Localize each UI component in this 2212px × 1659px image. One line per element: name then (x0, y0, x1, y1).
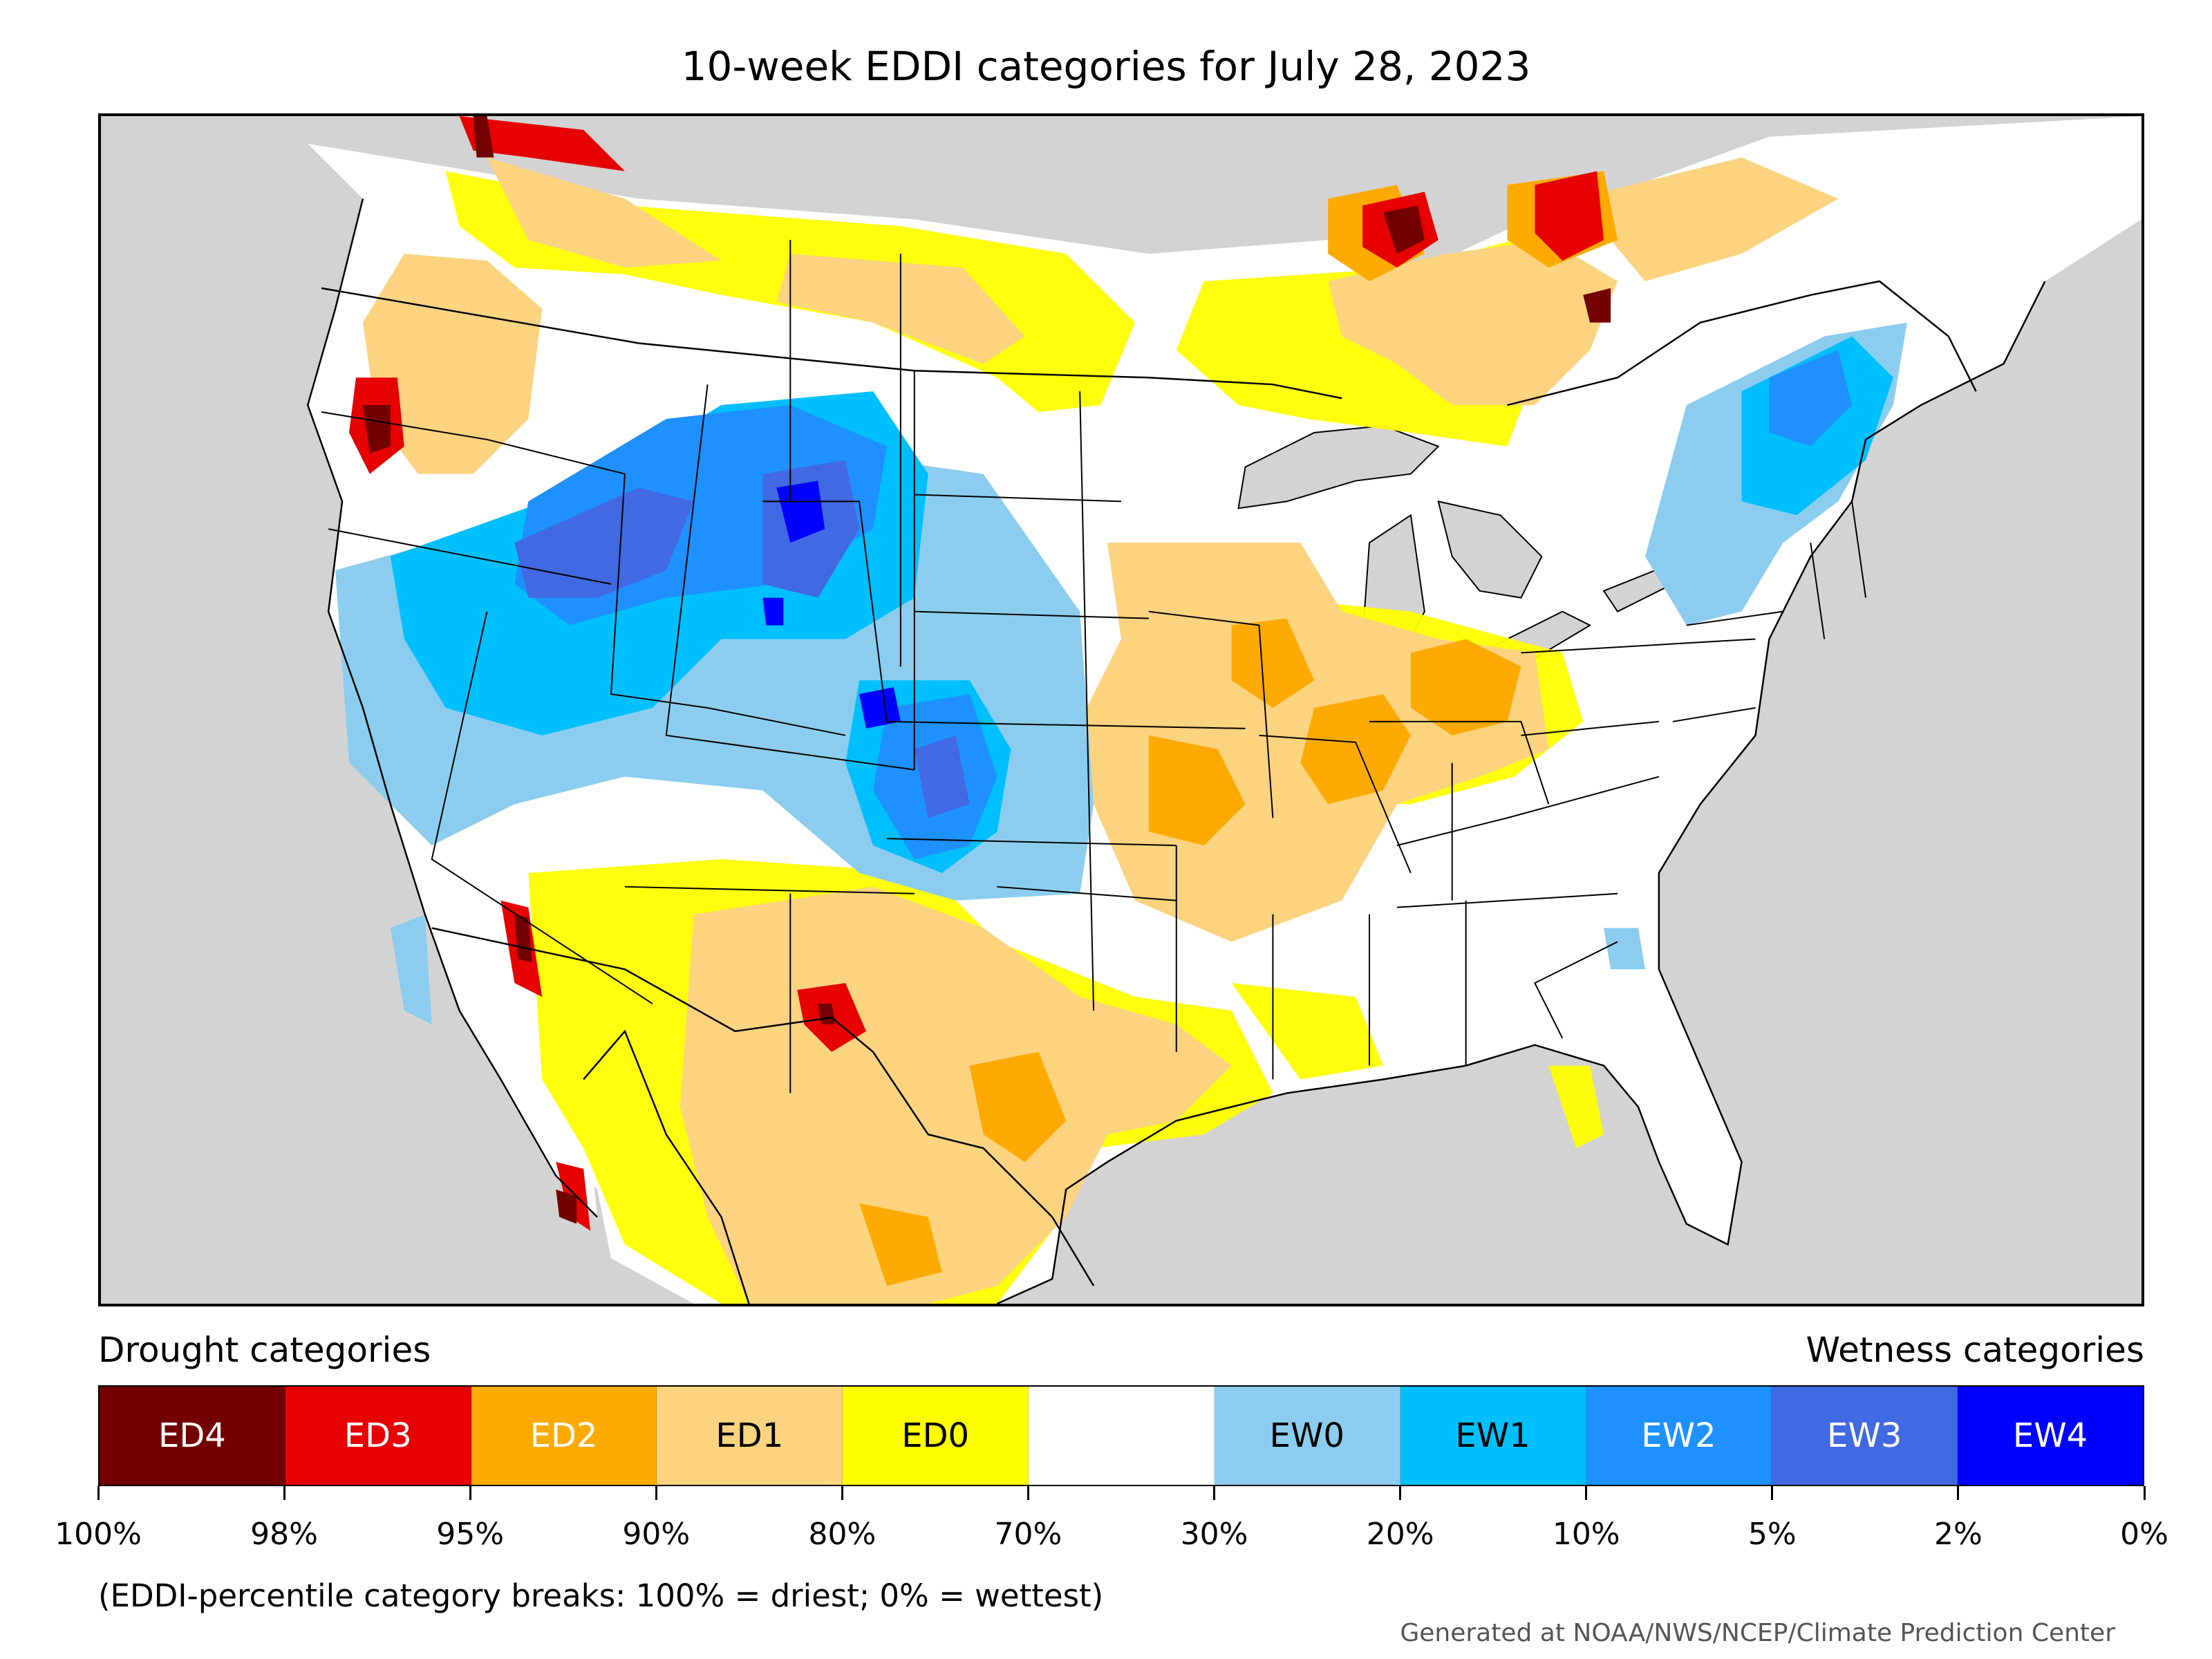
colorbar-cell-ed0: ED0 (843, 1387, 1029, 1485)
eddi-map (98, 113, 2144, 1306)
wetness-categories-heading: Wetness categories (1806, 1330, 2144, 1370)
colorbar-tick-label: 10% (1552, 1517, 1620, 1552)
colorbar-cell-ed4: ED4 (100, 1387, 285, 1485)
colorbar-tick-label: 0% (2120, 1517, 2168, 1552)
colorbar-tick-label: 30% (1180, 1517, 1248, 1552)
colorbar-tick-label: 98% (250, 1517, 318, 1552)
colorbar-tick-label: 95% (436, 1517, 505, 1552)
colorbar-tick-label: 20% (1366, 1517, 1434, 1552)
drought-ed4-areas (362, 116, 1611, 1224)
colorbar-tick (469, 1486, 471, 1500)
colorbar-cell-ed2: ED2 (471, 1387, 657, 1485)
colorbar-cell-none (1029, 1387, 1215, 1485)
colorbar-cell-ew3: EW3 (1772, 1387, 1958, 1485)
colorbar-tick (1585, 1486, 1588, 1500)
international-borders (321, 280, 1977, 1286)
colorbar-cell-ew0: EW0 (1214, 1387, 1400, 1485)
colorbar-tick-label: 100% (55, 1517, 142, 1552)
colorbar-tick-label: 2% (1934, 1517, 1983, 1552)
colorbar-tick (97, 1486, 100, 1500)
colorbar-tick (1213, 1486, 1216, 1500)
percentile-note: (EDDI-percentile category breaks: 100% =… (98, 1577, 1104, 1614)
colorbar-tick (2143, 1486, 2146, 1500)
wetness-ew4-areas (762, 480, 901, 729)
colorbar-cell-ew2: EW2 (1586, 1387, 1772, 1485)
colorbar-tick-label: 90% (622, 1517, 691, 1552)
state-borders (321, 240, 1867, 1094)
colorbar-tick (283, 1486, 285, 1500)
map-title: 10-week EDDI categories for July 28, 202… (681, 43, 1531, 90)
category-colorbar: ED4 ED3 ED2 ED1 ED0 EW0 EW1 EW2 EW3 EW4 (98, 1385, 2144, 1486)
colorbar-tick-label: 5% (1747, 1517, 1797, 1552)
colorbar-tick (841, 1486, 843, 1500)
colorbar-tick (655, 1486, 657, 1500)
colorbar-cell-ew4: EW4 (1958, 1387, 2143, 1485)
colorbar-tick (1957, 1486, 1960, 1500)
colorbar-tick (1771, 1486, 1774, 1500)
colorbar-tick (1399, 1486, 1402, 1500)
drought-categories-heading: Drought categories (98, 1330, 431, 1370)
colorbar-cell-ed3: ED3 (285, 1387, 471, 1485)
conus-map-graphic (306, 116, 2141, 1304)
colorbar-tick-label: 70% (994, 1517, 1062, 1552)
colorbar-tick (1027, 1486, 1029, 1500)
colorbar-tick-label: 80% (808, 1517, 877, 1552)
coastline (306, 198, 2046, 1304)
credit-line: Generated at NOAA/NWS/NCEP/Climate Predi… (1400, 1619, 2115, 1647)
colorbar-cell-ed1: ED1 (657, 1387, 843, 1485)
colorbar-cell-ew1: EW1 (1400, 1387, 1586, 1485)
